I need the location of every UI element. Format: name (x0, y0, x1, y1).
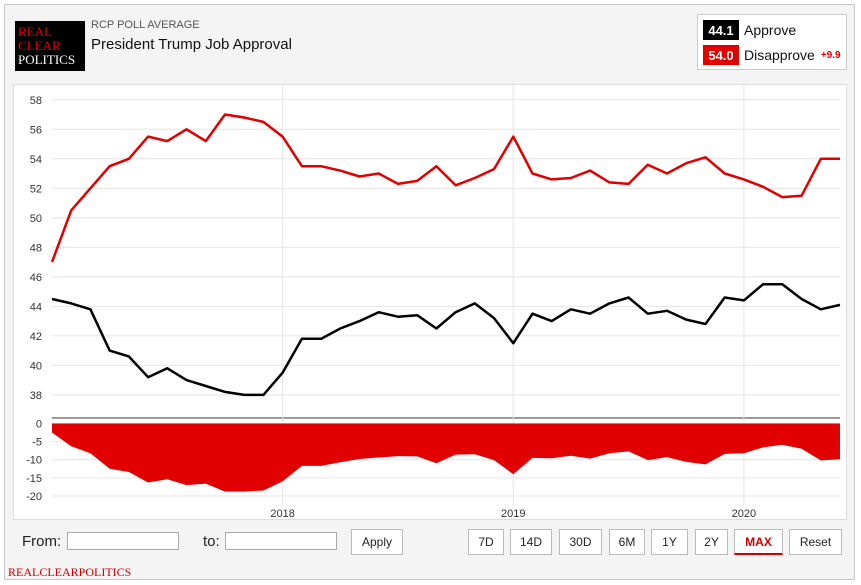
x-tick-label-2018: 2018 (270, 508, 294, 520)
y-tick-label-52: 52 (30, 183, 42, 195)
series-line-disapprove (50, 113, 840, 263)
spread-y-tick-label--20: -20 (26, 491, 42, 503)
plot-area[interactable]: 38 40 42 44 46 48 50 52 54 56 58 0 -5 -10 -15 -20 2018 20… (13, 84, 847, 520)
disapprove-value-badge: 54.0 (703, 45, 739, 65)
from-date-input[interactable] (67, 532, 179, 550)
to-label: to: (203, 533, 220, 550)
spread-y-tick-label--5: -5 (32, 437, 42, 449)
y-tick-label-48: 48 (30, 242, 42, 254)
range-button-7d[interactable]: 7D (468, 529, 504, 555)
y-tick-label-54: 54 (30, 154, 42, 166)
x-tick-label-2020: 2020 (732, 508, 756, 520)
logo-line-2: CLEAR (18, 38, 61, 53)
range-button-1y[interactable]: 1Y (651, 529, 688, 555)
legend-disapprove: 54.0 Disapprove +9.9 (703, 45, 841, 65)
from-label: From: (22, 533, 62, 550)
y-tick-label-38: 38 (30, 390, 42, 402)
apply-button[interactable]: Apply (351, 529, 403, 555)
y-tick-label-44: 44 (30, 301, 42, 313)
y-tick-label-56: 56 (30, 124, 42, 136)
to-date-input[interactable] (225, 532, 337, 550)
y-tick-label-40: 40 (30, 360, 42, 372)
spread-value: +9.9 (820, 49, 841, 61)
rcp-logo: REAL CLEAR POLITICS (15, 21, 85, 71)
range-button-30d[interactable]: 30D (559, 529, 602, 555)
range-button-2y[interactable]: 2Y (695, 529, 728, 555)
logo-line-1: REAL (18, 24, 52, 39)
range-button-14d[interactable]: 14D (510, 529, 552, 555)
disapprove-label: Disapprove (744, 47, 815, 63)
range-button-6m[interactable]: 6M (609, 529, 645, 555)
logo-line-3: POLITICS (18, 52, 76, 67)
chart-subtitle: RCP POLL AVERAGE (91, 19, 200, 31)
y-tick-label-50: 50 (30, 213, 42, 225)
footer-brand: REALCLEARPOLITICS (8, 565, 132, 579)
y-tick-label-58: 58 (30, 95, 42, 107)
chart-title: President Trump Job Approval (91, 36, 292, 53)
spread-y-tick-label--15: -15 (26, 473, 42, 485)
y-tick-label-46: 46 (30, 272, 42, 284)
spread-y-tick-label--10: -10 (26, 455, 42, 467)
reset-button[interactable]: Reset (789, 529, 842, 555)
y-tick-label-42: 42 (30, 331, 42, 343)
series-line-approve (51, 282, 841, 397)
legend: 44.1 Approve 54.0 Disapprove +9.9 (697, 14, 847, 70)
spread-area (52, 423, 840, 492)
approve-label: Approve (744, 22, 797, 38)
chart-svg: 38 40 42 44 46 48 50 52 54 56 58 0 -5 -10 -15 -20 2018 20… (26, 85, 841, 520)
approve-value-badge: 44.1 (703, 20, 739, 40)
legend-approve: 44.1 Approve (703, 20, 796, 40)
spread-y-tick-label-0: 0 (36, 418, 42, 430)
x-tick-label-2019: 2019 (501, 508, 525, 520)
date-range-controls: From: to: Apply 7D 14D 30D 6M 1Y 2Y MAX Reset (13, 527, 847, 557)
range-button-max[interactable]: MAX (734, 529, 783, 555)
